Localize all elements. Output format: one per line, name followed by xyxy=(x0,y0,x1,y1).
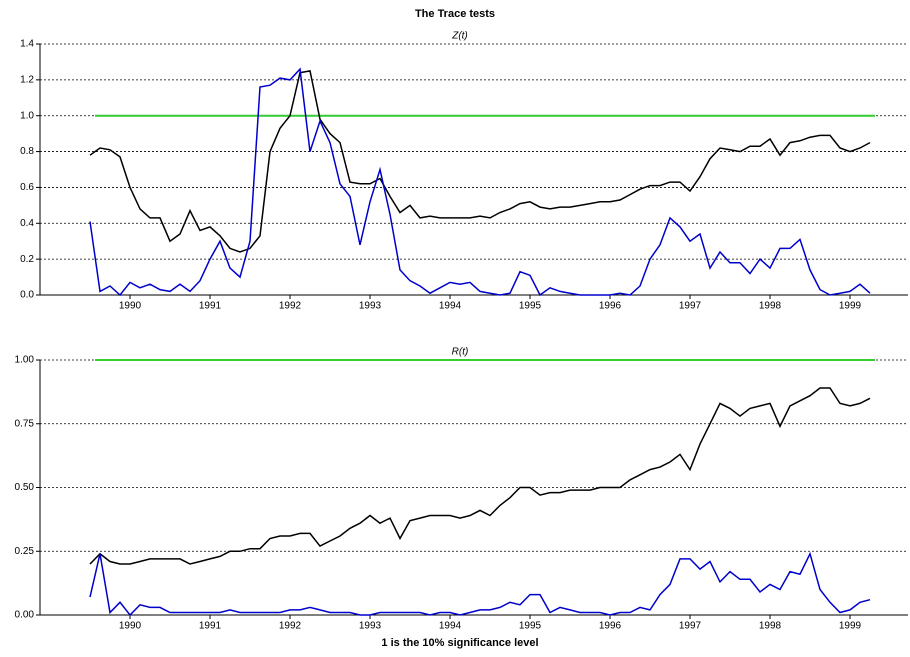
y-tick-label: 1.0 xyxy=(20,110,34,121)
x-tick-label: 1991 xyxy=(199,301,222,312)
x-tick-label: 1995 xyxy=(519,621,542,632)
x-tick-label: 1998 xyxy=(759,621,782,632)
y-tick-label: 0.4 xyxy=(20,218,34,229)
x-tick-label: 1992 xyxy=(279,301,302,312)
y-tick-label: 0.00 xyxy=(15,610,35,621)
panel-subtitle: R(t) xyxy=(452,347,469,358)
y-tick-label: 0.6 xyxy=(20,182,34,193)
y-tick-label: 0.8 xyxy=(20,146,34,157)
panel-subtitle: Z(t) xyxy=(451,31,468,42)
x-tick-label: 1993 xyxy=(359,301,382,312)
y-tick-label: 1.00 xyxy=(15,355,35,366)
y-tick-label: 1.2 xyxy=(20,74,34,85)
series-line xyxy=(89,387,871,565)
x-tick-label: 1999 xyxy=(839,621,862,632)
x-tick-label: 1998 xyxy=(759,301,782,312)
x-axis-label: 1 is the 10% significance level xyxy=(381,637,538,649)
y-tick-label: 0.25 xyxy=(15,546,35,557)
x-tick-label: 1995 xyxy=(519,301,542,312)
x-tick-label: 1994 xyxy=(439,621,462,632)
x-tick-label: 1997 xyxy=(679,301,702,312)
x-tick-label: 1996 xyxy=(599,301,622,312)
y-tick-label: 0.2 xyxy=(20,254,34,265)
x-tick-label: 1990 xyxy=(119,621,142,632)
x-tick-label: 1999 xyxy=(839,301,862,312)
x-tick-label: 1996 xyxy=(599,621,622,632)
x-tick-label: 1997 xyxy=(679,621,702,632)
x-tick-label: 1994 xyxy=(439,301,462,312)
y-tick-label: 1.4 xyxy=(20,39,34,50)
x-tick-label: 1990 xyxy=(119,301,142,312)
y-tick-label: 0.50 xyxy=(15,482,35,493)
x-tick-label: 1992 xyxy=(279,621,302,632)
y-tick-label: 0.75 xyxy=(15,418,35,429)
x-tick-label: 1991 xyxy=(199,621,222,632)
series-line xyxy=(89,67,871,297)
chart-title: The Trace tests xyxy=(415,8,495,20)
y-tick-label: 0.0 xyxy=(20,290,34,301)
x-tick-label: 1993 xyxy=(359,621,382,632)
series-line xyxy=(89,551,871,617)
series-line xyxy=(89,70,871,253)
